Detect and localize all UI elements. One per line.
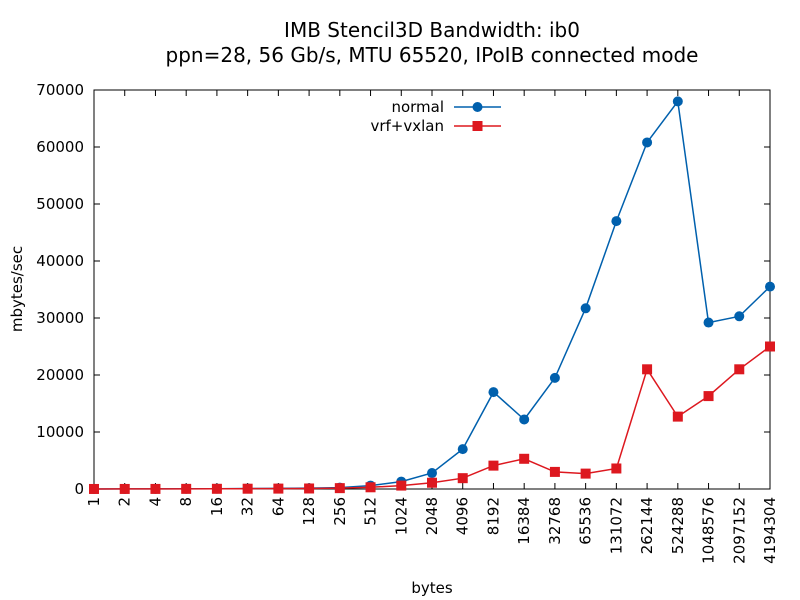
x-tick-label: 16384 — [515, 497, 533, 545]
x-tick-label: 1048576 — [700, 497, 718, 564]
data-point-vrf-vxlan — [734, 364, 745, 375]
legend-label-normal: normal — [391, 98, 444, 116]
data-point-normal — [765, 281, 775, 292]
series-line-vrf-vxlan — [93, 345, 771, 490]
y-tick-label: 10000 — [36, 423, 84, 441]
y-tick-label: 30000 — [36, 309, 84, 327]
x-tick-label: 16 — [208, 497, 226, 516]
legend-marker-vrf-vxlan — [472, 121, 483, 131]
data-point-vrf-vxlan — [119, 483, 130, 494]
data-point-vrf-vxlan — [273, 483, 284, 494]
x-tick-label: 8 — [177, 497, 195, 507]
x-axis: 1 2 4 8 16 32 64 128 256 512 1024 2048 4096 8192 16384… — [85, 90, 779, 564]
data-point-vrf-vxlan — [611, 463, 622, 474]
chart-subtitle: ppn=28, 56 Gb/s, MTU 65520, IPoIB connec… — [166, 43, 699, 67]
data-point-vrf-vxlan — [703, 391, 714, 402]
data-point-vrf-vxlan — [89, 483, 99, 494]
x-tick-label: 64 — [269, 497, 287, 516]
x-tick-label: 512 — [362, 497, 380, 526]
x-tick-label: 131072 — [607, 497, 625, 554]
data-point-normal — [580, 303, 591, 314]
chart-title: IMB Stencil3D Bandwidth: ib0 — [284, 18, 580, 42]
data-point-vrf-vxlan — [181, 483, 192, 494]
data-point-vrf-vxlan — [580, 468, 591, 479]
legend-label-vrf-vxlan: vrf+vxlan — [370, 117, 444, 135]
x-tick-label: 4096 — [454, 497, 472, 535]
y-tick-label: 40000 — [36, 252, 84, 270]
data-point-vrf-vxlan — [642, 364, 653, 375]
data-point-normal — [427, 468, 437, 479]
data-point-vrf-vxlan — [457, 473, 468, 484]
plot-frame — [93, 89, 771, 490]
y-axis-label: mbytes/sec — [8, 246, 26, 332]
data-point-vrf-vxlan — [765, 341, 775, 352]
data-point-vrf-vxlan — [488, 460, 499, 471]
data-point-vrf-vxlan — [242, 483, 253, 494]
data-point-normal — [611, 216, 622, 227]
data-point-vrf-vxlan — [427, 477, 437, 488]
x-tick-label: 4194304 — [761, 497, 779, 564]
data-point-vrf-vxlan — [519, 453, 530, 464]
x-tick-label: 4 — [146, 497, 164, 507]
x-tick-label: 1024 — [392, 497, 410, 535]
y-tick-label: 70000 — [36, 81, 84, 99]
x-tick-label: 65536 — [577, 497, 595, 545]
data-point-vrf-vxlan — [334, 483, 345, 494]
data-point-vrf-vxlan — [365, 482, 376, 493]
y-axis: 0 10000 20000 30000 40000 50000 60000 70000 — [36, 81, 770, 498]
y-tick-label: 20000 — [36, 366, 84, 384]
x-tick-label: 32 — [239, 497, 257, 516]
data-point-vrf-vxlan — [672, 411, 683, 422]
data-point-normal — [488, 387, 499, 398]
data-point-normal — [734, 311, 745, 322]
y-tick-label: 60000 — [36, 138, 84, 156]
data-point-normal — [519, 414, 530, 425]
data-point-vrf-vxlan — [549, 466, 560, 477]
legend-marker-normal — [472, 102, 483, 112]
x-tick-label: 2048 — [423, 497, 441, 535]
data-point-vrf-vxlan — [396, 480, 407, 491]
data-point-vrf-vxlan — [211, 483, 222, 494]
x-tick-label: 262144 — [638, 497, 656, 554]
x-tick-label: 256 — [331, 497, 349, 526]
x-axis-label: bytes — [411, 579, 453, 597]
data-point-normal — [642, 137, 653, 148]
y-tick-label: 0 — [74, 480, 84, 498]
y-tick-label: 50000 — [36, 195, 84, 213]
data-point-vrf-vxlan — [304, 483, 315, 494]
x-tick-label: 2 — [116, 497, 134, 507]
data-point-normal — [672, 96, 683, 107]
x-tick-label: 128 — [300, 497, 318, 526]
x-tick-label: 1 — [85, 497, 103, 507]
data-point-normal — [457, 444, 468, 455]
data-point-normal — [703, 317, 714, 328]
data-point-normal — [549, 372, 560, 383]
data-point-vrf-vxlan — [150, 483, 161, 494]
x-tick-label: 8192 — [484, 497, 502, 535]
x-tick-label: 2097152 — [730, 497, 748, 564]
x-tick-label: 524288 — [669, 497, 687, 554]
series-line-normal — [93, 99, 771, 490]
series-layer — [89, 96, 775, 494]
x-tick-label: 32768 — [546, 497, 564, 545]
